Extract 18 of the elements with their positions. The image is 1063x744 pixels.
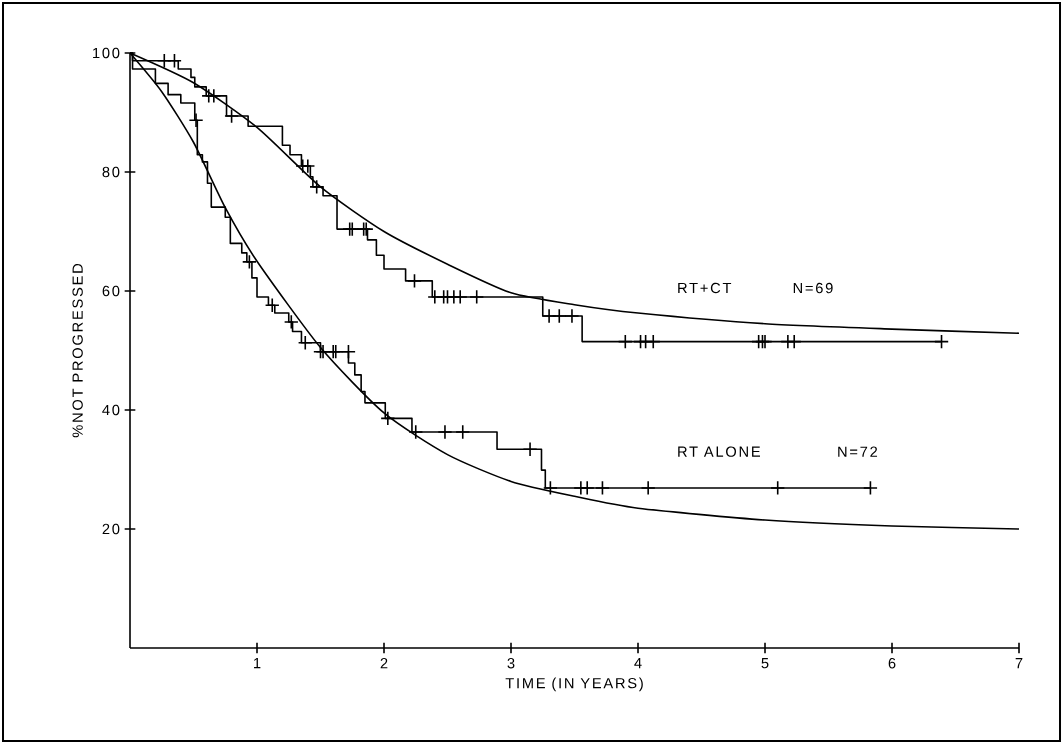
x-tick-label: 3 [507,658,515,669]
annotation: N=72 [838,446,878,457]
x-axis-title: TIME (IN YEARS) [505,677,643,692]
y-tick-label: 40 [102,404,120,416]
y-tick-label: 60 [102,285,120,297]
x-tick-label: 5 [761,658,769,669]
x-tick-label: 6 [888,658,896,669]
annotation: RT ALONE [678,446,760,457]
y-tick-label: 20 [102,523,120,535]
y-tick-label: 80 [102,166,120,178]
x-tick-label: 4 [634,658,642,669]
annotation: RT+CT [678,282,732,294]
x-tick-label: 7 [1015,658,1023,669]
y-axis-title: %NOT PROGRESSED [72,263,83,438]
y-tick-label: 100 [93,47,120,59]
x-tick-label: 1 [254,658,261,669]
x-tick-label: 2 [380,658,388,669]
annotation: N=69 [793,282,833,294]
